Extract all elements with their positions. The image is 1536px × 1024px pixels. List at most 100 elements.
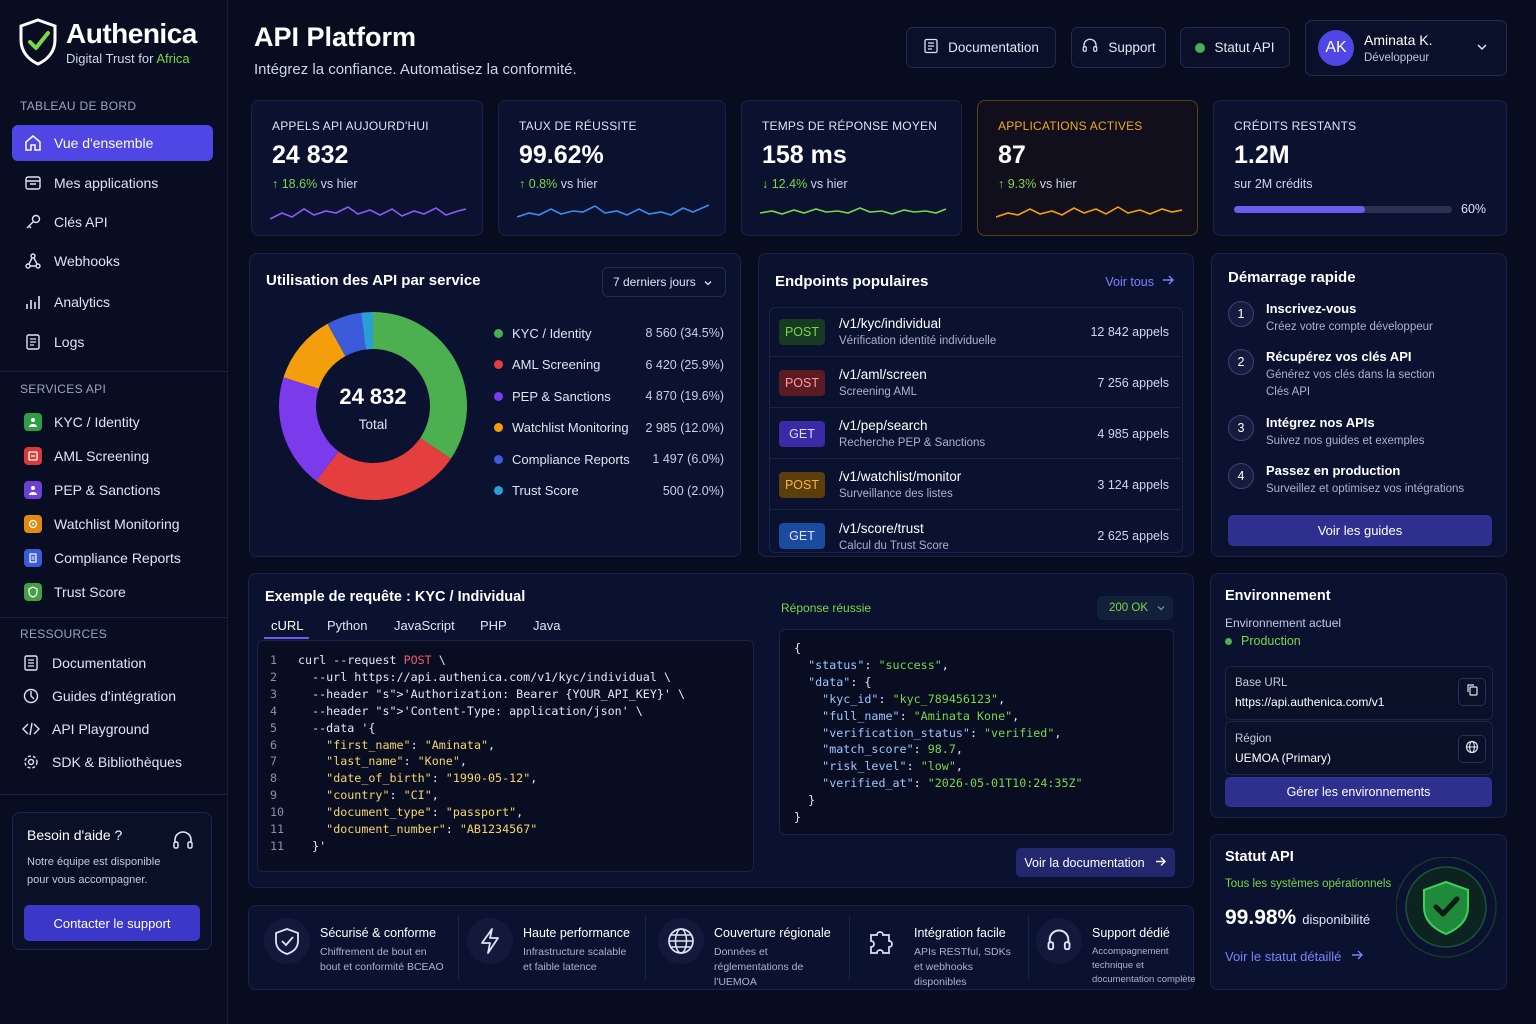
donut-slice-pep-sanctions[interactable] <box>279 377 339 481</box>
step-desc: Suivez nos guides et exemples <box>1266 435 1425 447</box>
tab-php[interactable]: PHP <box>480 618 507 633</box>
copy-button[interactable] <box>1458 678 1486 706</box>
nav-item-api-keys[interactable]: Clés API <box>12 204 213 240</box>
gear-icon <box>22 753 40 771</box>
credits-progress-track <box>1234 206 1452 213</box>
nav-item-logs[interactable]: Logs <box>12 324 213 360</box>
sparkline-success-rate <box>517 204 709 218</box>
code-line: "verification_status": "verified", <box>822 725 1062 740</box>
copy-icon <box>1466 683 1479 701</box>
endpoint-row[interactable]: POST/v1/kyc/individual Vérification ident… <box>769 307 1181 357</box>
endpoint-row[interactable]: GET/v1/score/trust Calcul du Trust Score 2… <box>769 511 1181 561</box>
watchlist-badge-icon <box>24 515 42 533</box>
contact-support-button[interactable]: Contacter le support <box>24 905 200 941</box>
endpoint-calls: 3 124 appels <box>1097 477 1169 492</box>
tab-curl[interactable]: cURL <box>271 618 304 633</box>
sidebar-divider <box>0 371 228 372</box>
globe-icon <box>1465 740 1479 759</box>
endpoint-path: /v1/aml/screen <box>839 367 927 382</box>
uptime-value: 99.98% <box>1225 906 1297 929</box>
puzzle-icon <box>858 918 904 964</box>
uptime: 99.98% disponibilité <box>1225 906 1370 930</box>
sidebar: Authenica Digital Trust for Africa TABLE… <box>0 0 228 1024</box>
code-text: --header "s">'Content-Type: application/… <box>298 703 629 718</box>
code-text: "last_name": "Kone", <box>326 754 467 769</box>
legend-value: 2 985 (12.0%) <box>645 420 724 435</box>
endpoint-row[interactable]: POST/v1/watchlist/monitor Surveillance de… <box>769 460 1181 510</box>
nav-item-pep[interactable]: PEP & Sanctions <box>12 472 213 508</box>
legend-dot <box>494 391 503 401</box>
nav-item-compliance[interactable]: Compliance Reports <box>12 540 213 576</box>
step-title: Intégrez nos APIs <box>1266 415 1375 430</box>
region-label: Région <box>1235 733 1272 745</box>
section-label-dashboard: TABLEAU DE BORD <box>20 99 137 113</box>
manage-environments-button[interactable]: Gérer les environnements <box>1225 777 1492 807</box>
nav-item-guides[interactable]: Guides d'intégration <box>12 678 213 714</box>
donut-slice-compliance-reports[interactable] <box>327 312 366 357</box>
api-status-button[interactable]: Statut API <box>1180 27 1290 68</box>
code-text: --header "s">'Authorization: Bearer {YOU… <box>298 686 671 701</box>
code-line: 5 --data '{ <box>270 720 750 737</box>
nav-item-sdk[interactable]: SDK & Bibliothèques <box>12 744 213 780</box>
user-menu[interactable]: AK Aminata K. Développeur <box>1305 20 1507 76</box>
tab-java[interactable]: Java <box>533 618 561 633</box>
environment-current: Production <box>1225 634 1301 648</box>
donut-slice-kyc-identity[interactable] <box>373 312 467 459</box>
chevron-down-icon <box>1476 41 1488 56</box>
nav-item-aml[interactable]: AML Screening <box>12 438 213 474</box>
step-number: 4 <box>1228 463 1254 489</box>
donut-slice-aml-screening[interactable] <box>316 437 451 500</box>
shield-check-status-icon <box>1396 857 1497 958</box>
code-line: "risk_level": "low", <box>822 759 963 774</box>
view-all-endpoints-link[interactable]: Voir tous <box>1105 274 1175 289</box>
chevron-down-icon <box>1157 603 1165 615</box>
endpoint-row[interactable]: POST/v1/aml/screen Screening AML 7 256 app… <box>769 358 1181 408</box>
sidebar-divider <box>0 617 228 618</box>
nav-item-webhooks[interactable]: Webhooks <box>12 243 213 279</box>
stat-card-credits: CRÉDITS RESTANTS 1.2M sur 2M crédits 60% <box>1213 100 1507 236</box>
nav-item-playground[interactable]: API Playground <box>12 711 213 747</box>
nav-item-label: KYC / Identity <box>54 414 140 430</box>
nav-item-trust-score[interactable]: Trust Score <box>12 574 213 610</box>
endpoint-row[interactable]: GET/v1/pep/search Recherche PEP & Sanctio… <box>769 409 1181 459</box>
tab-javascript[interactable]: JavaScript <box>394 618 455 633</box>
brand-logo[interactable]: Authenica Digital Trust for Africa <box>18 18 197 66</box>
nav-item-overview[interactable]: Vue d'ensemble <box>12 125 213 161</box>
active-tab-indicator <box>264 637 309 639</box>
donut-slice-watchlist-monitoring[interactable] <box>283 323 346 389</box>
base-url-box: Base URL https://api.authenica.com/v1 <box>1225 666 1493 720</box>
document-icon <box>923 38 939 57</box>
detailed-status-link[interactable]: Voir le statut détaillé <box>1225 949 1364 964</box>
nav-item-watchlist[interactable]: Watchlist Monitoring <box>12 506 213 542</box>
shield-icon <box>264 918 310 964</box>
feature-title: Haute performance <box>523 926 631 940</box>
nav-item-label: Analytics <box>54 294 111 310</box>
stat-card-response-time: TEMPS DE RÉPONSE MOYEN 158 ms ↓ 12.4% vs… <box>741 100 962 236</box>
status-code-select[interactable]: 200 OK <box>1097 596 1173 620</box>
view-guides-button[interactable]: Voir les guides <box>1228 515 1492 546</box>
line-number: 11 <box>270 822 285 837</box>
code-text: --url https://api.authenica.com/v1/kyc/i… <box>298 669 671 684</box>
region-button[interactable] <box>1458 735 1486 763</box>
section-label-resources: RESSOURCES <box>20 627 108 641</box>
nav-item-kyc[interactable]: KYC / Identity <box>12 404 213 440</box>
donut-slice-trust-score[interactable] <box>361 312 373 350</box>
sparkline-active-apps <box>996 206 1182 218</box>
support-button[interactable]: Support <box>1071 27 1166 68</box>
tab-python[interactable]: Python <box>327 618 368 633</box>
nav-item-applications[interactable]: Mes applications <box>12 165 213 201</box>
nav-item-label: Mes applications <box>54 175 159 191</box>
page-subtitle: Intégrez la confiance. Automatisez la co… <box>254 61 577 78</box>
document-icon <box>22 654 40 672</box>
legend-value: 1 497 (6.0%) <box>652 452 724 466</box>
usage-card: Utilisation des API par service 7 dernie… <box>249 253 741 557</box>
view-documentation-button[interactable]: Voir la documentation <box>1016 848 1175 877</box>
documentation-button[interactable]: Documentation <box>906 27 1056 68</box>
period-select[interactable]: 7 derniers jours <box>602 267 726 297</box>
nav-item-analytics[interactable]: Analytics <box>12 284 213 320</box>
nav-item-label: Logs <box>54 334 85 350</box>
code-line: 11 }' <box>270 838 750 855</box>
endpoint-calls: 4 985 appels <box>1097 426 1169 441</box>
nav-item-documentation[interactable]: Documentation <box>12 645 213 681</box>
legend-value: 4 870 (19.6%) <box>645 389 724 403</box>
